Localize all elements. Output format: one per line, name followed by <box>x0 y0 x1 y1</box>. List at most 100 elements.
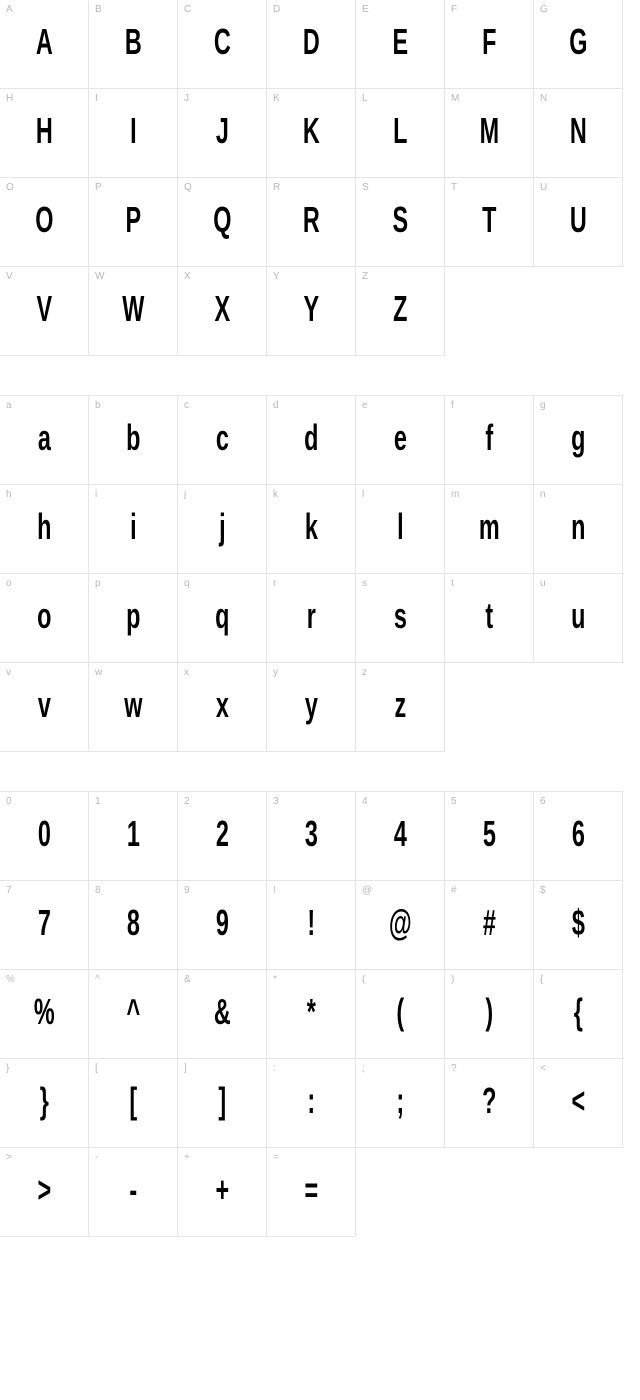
glyph-display: a <box>38 417 50 459</box>
glyph-label: ) <box>451 974 454 985</box>
glyph-cell: 66 <box>533 791 623 881</box>
glyph-display: 7 <box>38 902 50 944</box>
glyph-display: [ <box>129 1080 136 1122</box>
glyph-label: 8 <box>95 885 101 896</box>
glyph-display: $ <box>572 902 584 944</box>
glyph-display: u <box>571 595 585 637</box>
glyph-label: w <box>95 667 102 678</box>
glyph-label: 9 <box>184 885 190 896</box>
glyph-display: Y <box>304 288 319 330</box>
glyph-cell: vv <box>0 662 89 752</box>
glyph-display: # <box>483 902 495 944</box>
glyph-cell: cc <box>177 395 267 485</box>
glyph-display: ] <box>218 1080 225 1122</box>
glyph-cell: OO <box>0 177 89 267</box>
glyph-label: t <box>451 578 454 589</box>
glyph-cell: XX <box>177 266 267 356</box>
glyph-display: 5 <box>483 813 495 855</box>
glyph-cell: }} <box>0 1058 89 1148</box>
glyph-label: H <box>6 93 13 104</box>
glyph-display: X <box>215 288 230 330</box>
glyph-display: A <box>36 21 52 63</box>
glyph-label: E <box>362 4 369 15</box>
glyph-display: 4 <box>394 813 406 855</box>
glyph-cell: II <box>88 88 178 178</box>
glyph-cell: 00 <box>0 791 89 881</box>
glyph-display: x <box>216 684 228 726</box>
glyph-cell: )) <box>444 969 534 1059</box>
glyph-display: ) <box>485 991 492 1033</box>
glyph-cell: gg <box>533 395 623 485</box>
glyph-cell: ## <box>444 880 534 970</box>
glyph-cell: >> <box>0 1147 89 1237</box>
glyph-label: k <box>273 489 278 500</box>
glyph-label: v <box>6 667 11 678</box>
glyph-display: T <box>482 199 496 241</box>
glyph-display: J <box>216 110 228 152</box>
glyph-display: 8 <box>127 902 139 944</box>
glyph-label: ? <box>451 1063 457 1074</box>
glyph-label: = <box>273 1152 279 1163</box>
glyph-display: B <box>125 21 141 63</box>
glyph-display: ( <box>396 991 403 1033</box>
glyph-label: q <box>184 578 190 589</box>
glyph-display: c <box>216 417 228 459</box>
glyph-label: y <box>273 667 278 678</box>
glyph-label: $ <box>540 885 546 896</box>
glyph-cell: 44 <box>355 791 445 881</box>
glyph-display: n <box>571 506 585 548</box>
glyph-grid: AABBCCDDEEFFGGHHIIJJKKLLMMNNOOPPQQRRSSTT… <box>0 0 630 356</box>
glyph-label: [ <box>95 1063 98 1074</box>
glyph-display: < <box>571 1080 584 1122</box>
glyph-display: v <box>38 684 50 726</box>
glyph-display: F <box>482 21 496 63</box>
glyph-cell: mm <box>444 484 534 574</box>
glyph-cell: RR <box>266 177 356 267</box>
glyph-display: k <box>305 506 317 548</box>
glyph-cell: zz <box>355 662 445 752</box>
glyph-display: ? <box>482 1080 496 1122</box>
glyph-display: - <box>129 1169 136 1211</box>
glyph-display: P <box>126 199 141 241</box>
glyph-display: y <box>305 684 317 726</box>
glyph-display: p <box>126 595 140 637</box>
glyph-display: Q <box>213 199 231 241</box>
glyph-cell: xx <box>177 662 267 752</box>
glyph-cell: FF <box>444 0 534 89</box>
glyph-label: @ <box>362 885 372 896</box>
glyph-label: V <box>6 271 13 282</box>
glyph-cell: dd <box>266 395 356 485</box>
glyph-label: d <box>273 400 279 411</box>
glyph-cell: PP <box>88 177 178 267</box>
glyph-display: s <box>394 595 406 637</box>
glyph-cell: uu <box>533 573 623 663</box>
glyph-display: g <box>571 417 585 459</box>
glyph-display: { <box>574 991 582 1033</box>
glyph-label: + <box>184 1152 190 1163</box>
glyph-cell: aa <box>0 395 89 485</box>
glyph-label: T <box>451 182 457 193</box>
glyph-display: W <box>122 288 143 330</box>
glyph-cell: :: <box>266 1058 356 1148</box>
glyph-label: & <box>184 974 191 985</box>
glyph-cell: -- <box>88 1147 178 1237</box>
glyph-display: O <box>35 199 53 241</box>
glyph-display: ; <box>396 1080 403 1122</box>
glyph-group-uppercase: AABBCCDDEEFFGGHHIIJJKKLLMMNNOOPPQQRRSSTT… <box>0 0 640 356</box>
glyph-display: m <box>479 506 499 548</box>
glyph-label: S <box>362 182 369 193</box>
glyph-cell: hh <box>0 484 89 574</box>
glyph-display: 6 <box>572 813 584 855</box>
glyph-cell: LL <box>355 88 445 178</box>
glyph-label: I <box>95 93 98 104</box>
glyph-display: > <box>37 1169 50 1211</box>
glyph-label: 2 <box>184 796 190 807</box>
glyph-display: o <box>37 595 51 637</box>
glyph-cell: nn <box>533 484 623 574</box>
glyph-label: J <box>184 93 189 104</box>
glyph-cell: ww <box>88 662 178 752</box>
glyph-cell: ZZ <box>355 266 445 356</box>
glyph-cell: @@ <box>355 880 445 970</box>
glyph-label: D <box>273 4 280 15</box>
glyph-label: L <box>362 93 368 104</box>
